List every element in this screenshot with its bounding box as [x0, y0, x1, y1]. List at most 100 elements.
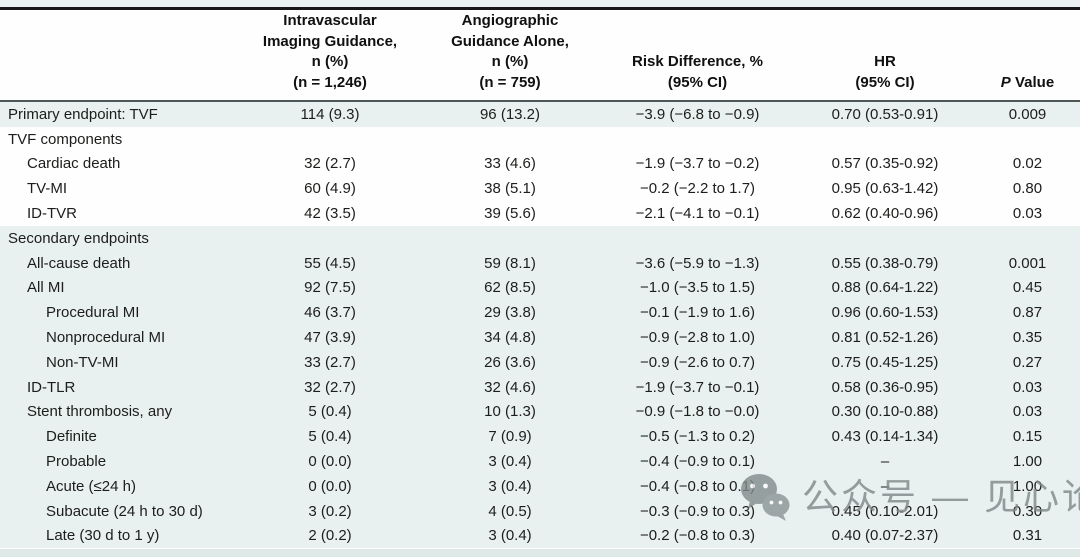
- cell-p-value: 0.45: [1012, 279, 1043, 297]
- col-header-risk-difference: Risk Difference, % (95% CI): [600, 52, 795, 93]
- col-header-angiographic-alone: Angiographic Guidance Alone, n (%) (n = …: [420, 11, 600, 93]
- cell-risk-difference: −0.4 (−0.9 to 0.1): [639, 453, 756, 471]
- cell-risk-difference: −0.3 (−0.9 to 0.3): [639, 502, 756, 520]
- cell-p-value: 0.02: [1012, 155, 1043, 173]
- cell-intravascular-imaging: 3 (0.2): [308, 502, 352, 520]
- table-row: ID-TLR 32 (2.7) 32 (4.6) −1.9 (−3.7 to −…: [0, 374, 1080, 400]
- cell-intravascular-imaging: 92 (7.5): [304, 279, 356, 297]
- table-row: All MI 92 (7.5) 62 (8.5) −1.0 (−3.5 to 1…: [0, 275, 1080, 301]
- table-row: Nonprocedural MI 47 (3.9) 34 (4.8) −0.9 …: [0, 325, 1080, 350]
- cell-p-value: 0.001: [1008, 254, 1047, 272]
- row-label: Stent thrombosis, any: [27, 403, 173, 421]
- cell-p-value: 0.35: [1012, 329, 1043, 347]
- cell-angiographic-alone: 3 (0.4): [488, 453, 532, 471]
- cell-hr: 0.45 (0.10-2.01): [831, 502, 939, 520]
- cell-angiographic-alone: 10 (1.3): [484, 403, 536, 421]
- cell-p-value: 0.87: [1012, 304, 1043, 322]
- row-label: Procedural MI: [46, 304, 140, 322]
- cell-angiographic-alone: 7 (0.9): [488, 428, 532, 446]
- table-row: Cardiac death 32 (2.7) 33 (4.6) −1.9 (−3…: [0, 151, 1080, 177]
- row-label: Subacute (24 h to 30 d): [46, 502, 203, 520]
- cell-hr: 0.75 (0.45-1.25): [831, 353, 939, 371]
- cell-angiographic-alone: 39 (5.6): [484, 205, 536, 223]
- table-row: Acute (≤24 h) 0 (0.0) 3 (0.4) −0.4 (−0.8…: [0, 473, 1080, 499]
- cell-intravascular-imaging: 46 (3.7): [304, 304, 356, 322]
- cell-p-value: 0.27: [1012, 353, 1043, 371]
- cell-risk-difference: −1.0 (−3.5 to 1.5): [639, 279, 756, 297]
- table-row: TVF components: [0, 126, 1080, 152]
- table-row: Subacute (24 h to 30 d) 3 (0.2) 4 (0.5) …: [0, 498, 1080, 524]
- cell-hr: 0.95 (0.63-1.42): [831, 180, 939, 198]
- cell-p-value: 0.80: [1012, 180, 1043, 198]
- table-row: Late (30 d to 1 y) 2 (0.2) 3 (0.4) −0.2 …: [0, 523, 1080, 549]
- cell-intravascular-imaging: 33 (2.7): [304, 353, 356, 371]
- header-line: Guidance Alone,: [451, 32, 569, 50]
- cell-angiographic-alone: 4 (0.5): [488, 502, 532, 520]
- table-row: Secondary endpoints: [0, 225, 1080, 251]
- cell-hr: 0.43 (0.14-1.34): [831, 428, 939, 446]
- cell-intravascular-imaging: 5 (0.4): [308, 403, 352, 421]
- cell-intravascular-imaging: 47 (3.9): [304, 329, 356, 347]
- cell-intravascular-imaging: 32 (2.7): [304, 155, 356, 173]
- cell-hr: 0.62 (0.40-0.96): [831, 205, 939, 223]
- table-row: All-cause death 55 (4.5) 59 (8.1) −3.6 (…: [0, 250, 1080, 276]
- row-label: ID-TVR: [27, 205, 77, 223]
- cell-hr: –: [880, 477, 890, 495]
- header-line: (n = 1,246): [293, 73, 367, 91]
- cell-risk-difference: −0.2 (−2.2 to 1.7): [639, 180, 756, 198]
- cell-hr: 0.55 (0.38-0.79): [831, 254, 939, 272]
- row-label: Secondary endpoints: [8, 229, 149, 247]
- cell-hr: 0.58 (0.36-0.95): [831, 378, 939, 396]
- cell-hr: 0.96 (0.60-1.53): [831, 304, 939, 322]
- header-line: Intravascular: [283, 12, 377, 29]
- header-line: (95% CI): [667, 73, 728, 91]
- col-header-intravascular-imaging: Intravascular Imaging Guidance, n (%) (n…: [240, 11, 420, 93]
- cell-risk-difference: −0.2 (−0.8 to 0.3): [639, 527, 756, 545]
- cell-hr: 0.30 (0.10-0.88): [831, 403, 939, 421]
- header-line: (n = 759): [479, 73, 541, 91]
- row-label: Acute (≤24 h): [46, 477, 136, 495]
- cell-p-value: 0.03: [1012, 205, 1043, 223]
- cell-p-value: 0.30: [1012, 502, 1043, 520]
- cell-hr: 0.88 (0.64-1.22): [831, 279, 939, 297]
- page-bottom-strip: [0, 549, 1080, 557]
- header-line: (95% CI): [855, 73, 915, 91]
- table-top-rule: [0, 7, 1080, 10]
- p-value-rest: Value: [1014, 73, 1055, 91]
- cell-risk-difference: −2.1 (−4.1 to −0.1): [635, 205, 760, 223]
- row-label: TV-MI: [27, 180, 67, 198]
- cell-intravascular-imaging: 32 (2.7): [304, 378, 356, 396]
- cell-intravascular-imaging: 0 (0.0): [308, 477, 352, 495]
- table-row: ID-TVR 42 (3.5) 39 (5.6) −2.1 (−4.1 to −…: [0, 201, 1080, 226]
- cell-angiographic-alone: 59 (8.1): [484, 254, 536, 272]
- cell-hr: 0.81 (0.52-1.26): [831, 329, 939, 347]
- table-row: Procedural MI 46 (3.7) 29 (3.8) −0.1 (−1…: [0, 300, 1080, 326]
- cell-risk-difference: −0.9 (−1.8 to −0.0): [635, 403, 760, 421]
- header-line: n (%): [311, 53, 349, 70]
- cell-intravascular-imaging: 2 (0.2): [308, 527, 352, 545]
- cell-p-value: 0.009: [1008, 105, 1047, 123]
- header-line: Imaging Guidance,: [262, 32, 398, 50]
- cell-risk-difference: −0.4 (−0.8 to 0.1): [639, 477, 756, 495]
- cell-angiographic-alone: 3 (0.4): [488, 477, 532, 495]
- cell-p-value: 0.15: [1012, 428, 1043, 446]
- table-row: Stent thrombosis, any 5 (0.4) 10 (1.3) −…: [0, 399, 1080, 425]
- cell-risk-difference: −0.9 (−2.6 to 0.7): [639, 353, 756, 371]
- table-row: Non-TV-MI 33 (2.7) 26 (3.6) −0.9 (−2.6 t…: [0, 349, 1080, 375]
- cell-risk-difference: −0.9 (−2.8 to 1.0): [639, 329, 756, 347]
- table-row: TV-MI 60 (4.9) 38 (5.1) −0.2 (−2.2 to 1.…: [0, 176, 1080, 202]
- row-label: ID-TLR: [27, 378, 76, 396]
- header-line: n (%): [491, 53, 529, 70]
- row-label: Definite: [46, 428, 97, 446]
- cell-risk-difference: −1.9 (−3.7 to −0.2): [635, 155, 760, 173]
- row-label: TVF components: [8, 130, 123, 148]
- cell-angiographic-alone: 3 (0.4): [488, 527, 532, 545]
- cell-angiographic-alone: 29 (3.8): [484, 304, 536, 322]
- cell-risk-difference: −3.9 (−6.8 to −0.9): [635, 105, 760, 123]
- cell-risk-difference: −0.1 (−1.9 to 1.6): [639, 304, 756, 322]
- cell-angiographic-alone: 96 (13.2): [479, 105, 541, 123]
- cell-p-value: 0.03: [1012, 378, 1043, 396]
- cell-risk-difference: −3.6 (−5.9 to −1.3): [635, 254, 760, 272]
- cell-hr: 0.70 (0.53-0.91): [831, 105, 939, 123]
- page-top-strip: [0, 0, 1080, 7]
